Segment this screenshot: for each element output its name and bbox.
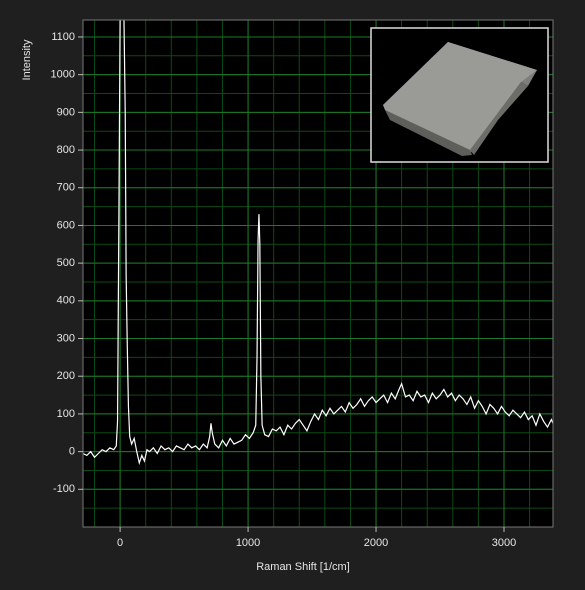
- y-tick-label: 700: [57, 182, 75, 194]
- spectrum-line: [83, 20, 553, 466]
- y-tick-label: 200: [57, 370, 75, 382]
- x-tick-label: 2000: [364, 537, 388, 549]
- plot-frame: [82, 19, 554, 528]
- y-tick-label: 0: [69, 446, 75, 458]
- y-tick-label: 1100: [51, 31, 75, 43]
- y-tick-label: 500: [57, 257, 75, 269]
- y-tick-label: -100: [53, 483, 75, 495]
- inset-photo: [370, 27, 549, 163]
- x-tick-label: 0: [117, 537, 123, 549]
- x-axis-label: Raman Shift [1/cm]: [256, 561, 350, 573]
- y-tick-label: 300: [57, 332, 75, 344]
- y-tick-label: 400: [57, 295, 75, 307]
- x-tick-label: 1000: [236, 537, 260, 549]
- y-tick-label: 100: [57, 408, 75, 420]
- y-axis-label: Intensity: [21, 39, 33, 80]
- y-tick-label: 800: [57, 144, 75, 156]
- y-tick-label: 600: [57, 219, 75, 231]
- x-tick-label: 3000: [492, 537, 516, 549]
- y-tick-label: 900: [57, 106, 75, 118]
- y-tick-label: 1000: [51, 69, 75, 81]
